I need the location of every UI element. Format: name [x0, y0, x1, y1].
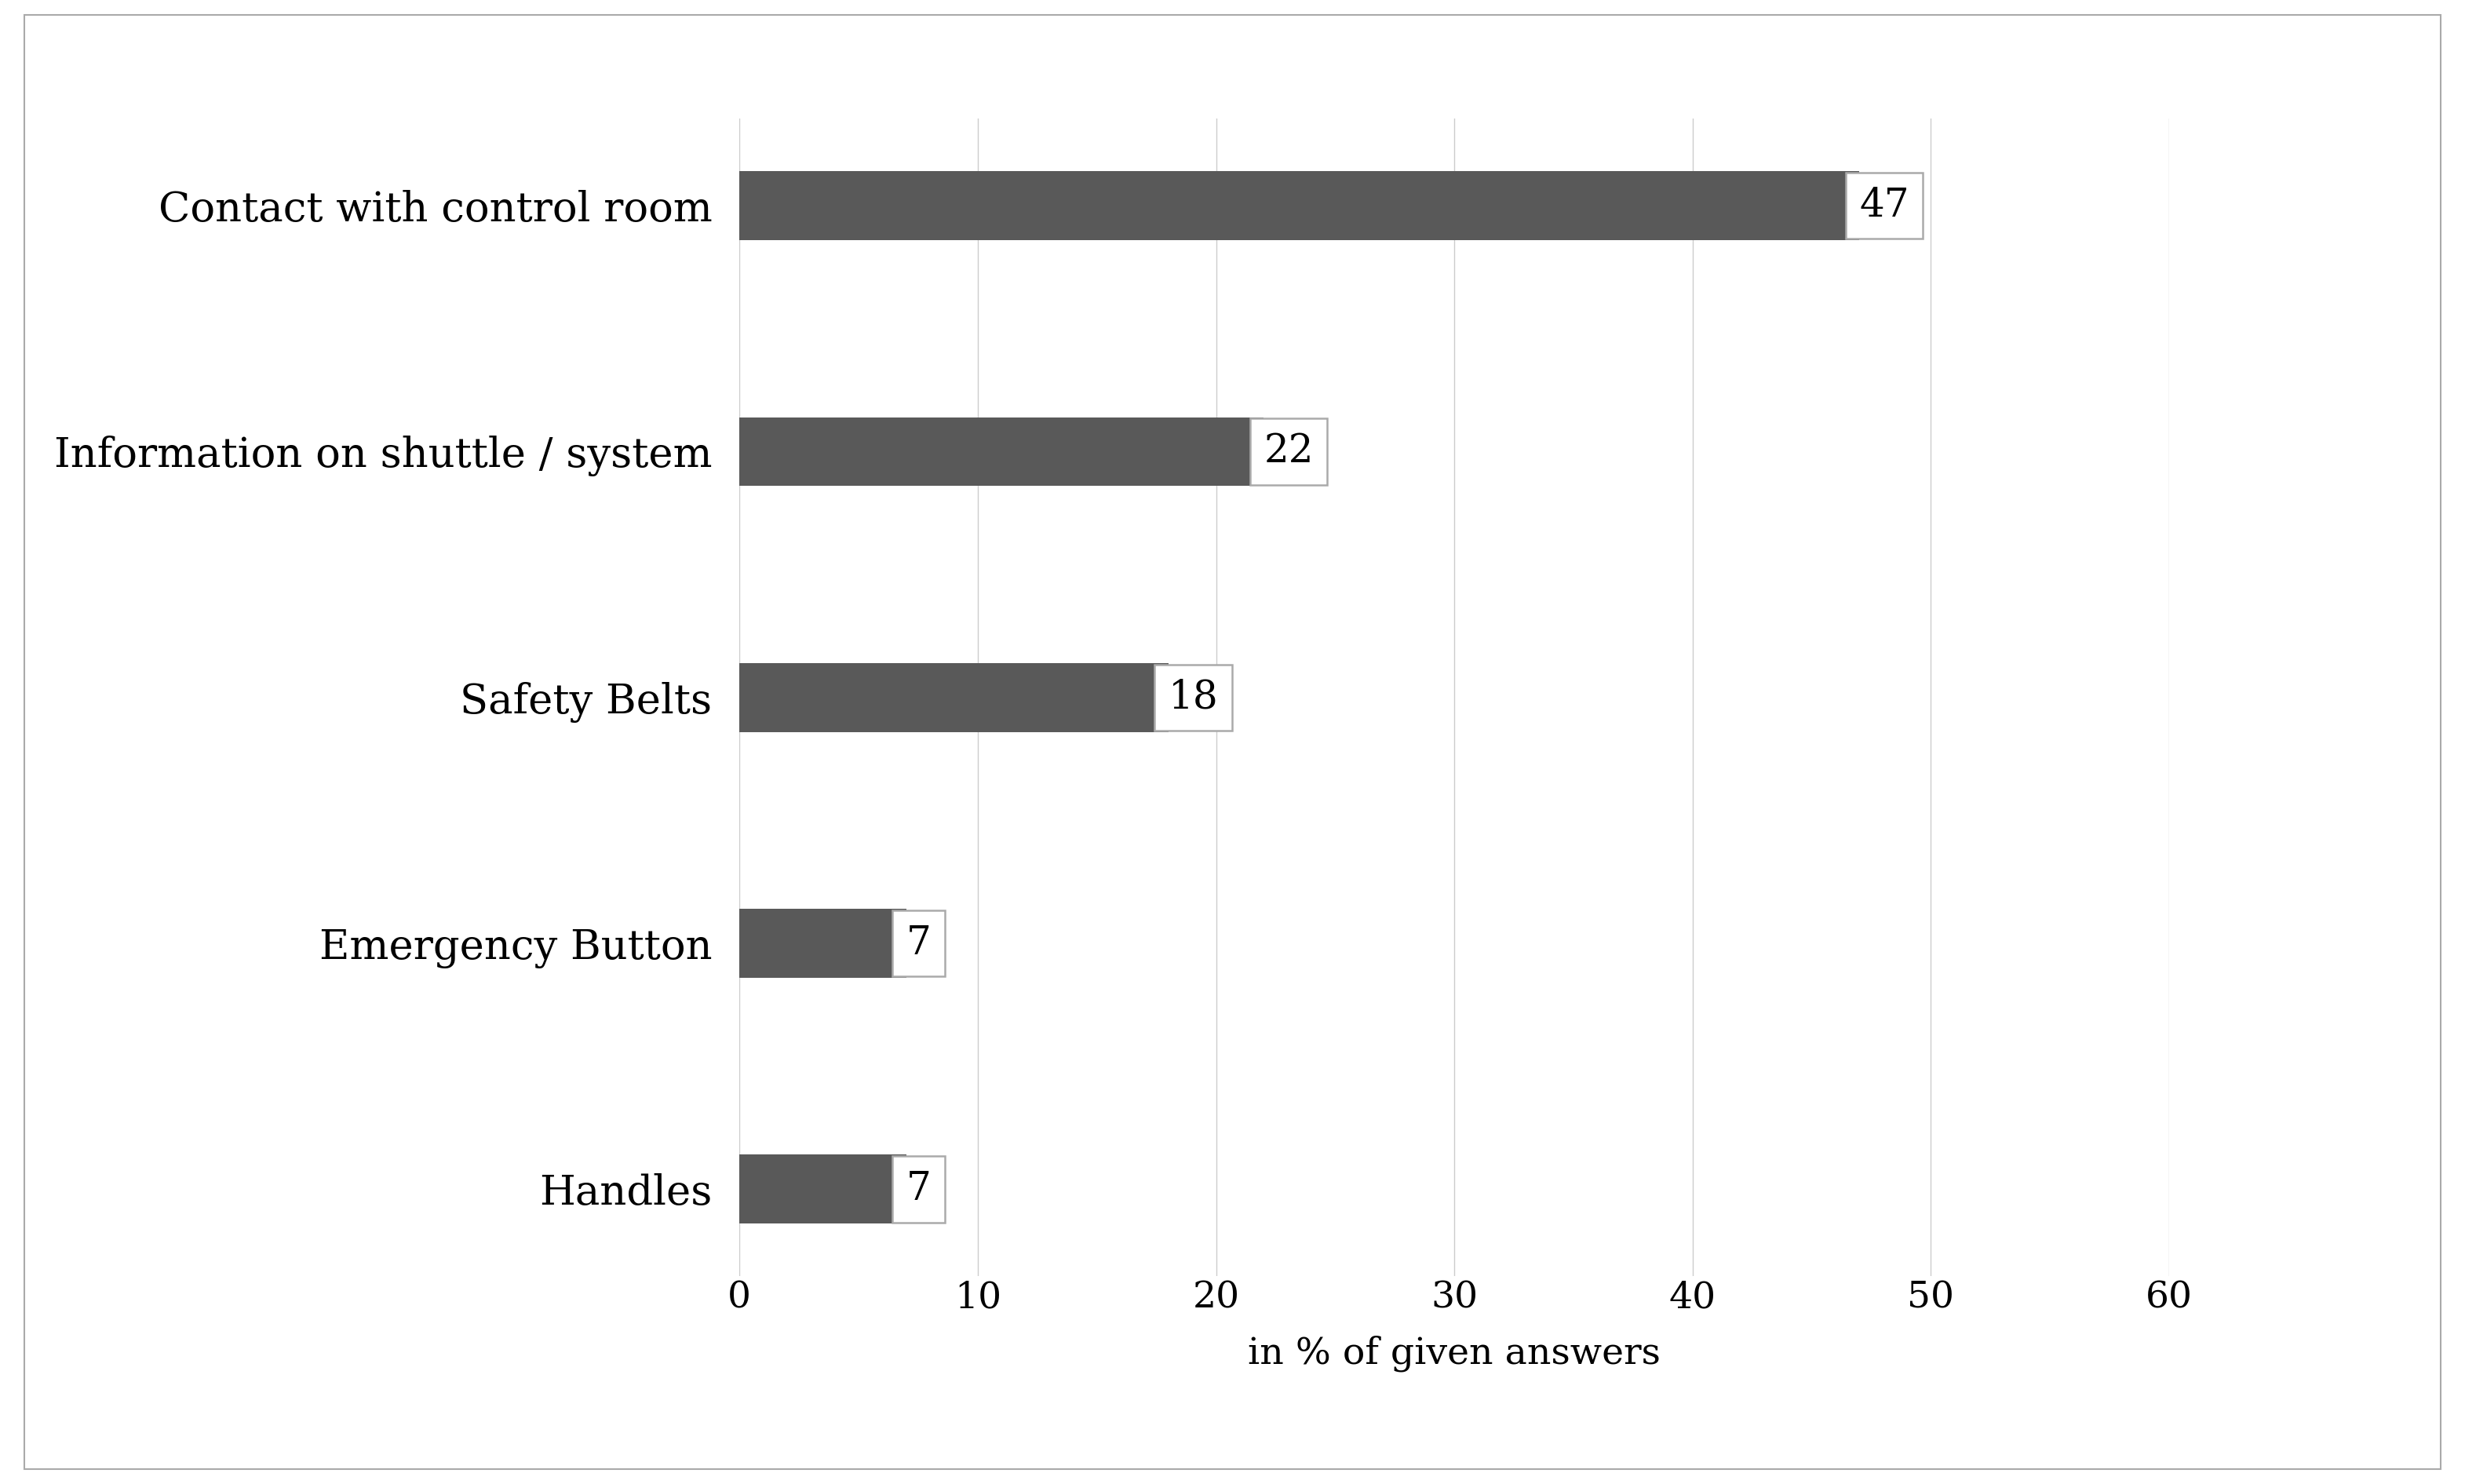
- Text: 18: 18: [1168, 678, 1218, 717]
- Bar: [740, 1155, 907, 1224]
- Bar: [740, 663, 1168, 732]
- Text: 7: 7: [907, 1169, 932, 1208]
- X-axis label: in % of given answers: in % of given answers: [1247, 1336, 1661, 1371]
- Text: 47: 47: [1859, 187, 1910, 226]
- Bar: [740, 417, 1265, 487]
- Text: 22: 22: [1265, 432, 1314, 470]
- Bar: [740, 908, 907, 978]
- Text: 7: 7: [907, 925, 932, 963]
- Bar: [740, 171, 1859, 240]
